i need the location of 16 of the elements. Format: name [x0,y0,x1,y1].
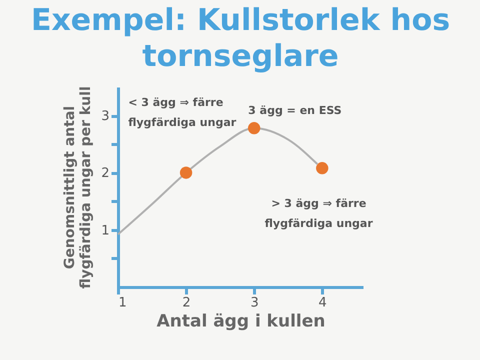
x-tick-label: 1 [118,296,127,310]
y-axis-title: Genomsnittligt antal flygfärdiga ungar per kull [62,86,94,289]
chart-title: Exempel: Kullstorlek hos tornseglare [30,2,450,74]
x-tick-label: 3 [250,296,259,310]
annotation: < 3 ägg ⇒ färre flygfärdiga ungar [128,96,237,129]
point [316,162,328,174]
point [180,166,192,179]
annotation: 3 ägg = en ESS [248,104,342,117]
y-tick-label: 2 [101,166,110,182]
x-tick-label: 2 [182,296,191,310]
x-tick-label: 4 [318,296,327,310]
point [248,122,260,134]
x-axis-title: Antal ägg i kullen [156,312,326,332]
annotation: > 3 ägg ⇒ färre flygfärdiga ungar [264,197,374,230]
y-tick-label: 1 [101,223,110,238]
y-tick-label: 3 [101,109,110,124]
